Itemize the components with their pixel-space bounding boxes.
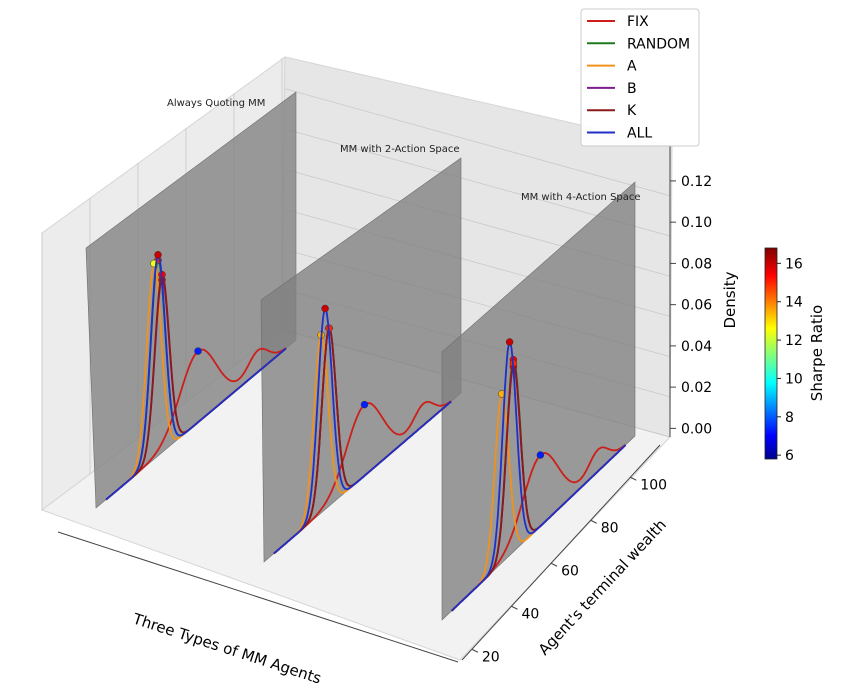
y-tick-label: 100	[640, 477, 667, 493]
peak-marker-fix-panel-2	[360, 400, 369, 409]
legend-label-k: K	[627, 103, 637, 119]
z-ticks: 0.00 0.02 0.04 0.06 0.08 0.10 0.12	[670, 174, 712, 437]
peak-marker-fix-panel-3	[536, 451, 545, 459]
colorbar-gradient	[764, 247, 778, 460]
z-tick-label: 0.00	[681, 421, 712, 437]
y-tick-label: 20	[482, 649, 500, 665]
z-tick-label: 0.10	[681, 215, 712, 231]
y-tick	[511, 605, 518, 610]
colorbar-ticks: 6 8 10 12 14 16	[777, 256, 803, 464]
panel-label-1: Always Quoting MM	[167, 98, 265, 109]
legend-label-fix: FIX	[627, 14, 649, 30]
z-tick-label: 0.12	[681, 174, 712, 190]
colorbar-tick-label: 6	[785, 448, 794, 464]
peak-marker-all-panel-2	[321, 304, 329, 313]
y-tick-label: 80	[601, 520, 619, 536]
z-tick-label: 0.04	[681, 339, 712, 355]
y-tick	[550, 562, 558, 567]
colorbar-tick-label: 12	[785, 333, 803, 349]
z-tick-label: 0.02	[681, 380, 712, 396]
series-line-all-panel-1	[105, 253, 287, 501]
legend-label-b: B	[627, 81, 637, 97]
x-axis-line	[57, 531, 459, 663]
panel-label-2: MM with 2-Action Space	[340, 144, 460, 155]
z-axis-title: Density	[721, 271, 739, 328]
series-line-all-panel-2	[273, 306, 452, 555]
y-tick	[630, 476, 637, 481]
peak-marker-all-panel-1	[154, 251, 162, 259]
y-axis-line	[461, 444, 661, 661]
legend-label-random: RANDOM	[627, 36, 690, 52]
peak-marker-fix-panel-1	[194, 347, 202, 355]
x-axis-title: Three Types of MM Agents	[130, 609, 324, 687]
panel-labels: Always Quoting MM MM with 2-Action Space…	[167, 98, 641, 203]
y-tick	[471, 648, 479, 653]
grid-line	[284, 88, 671, 197]
z-tick-label: 0.06	[681, 298, 712, 314]
series-layer	[105, 251, 627, 612]
y-tick-label: 60	[561, 563, 579, 579]
z-tick-label: 0.08	[681, 256, 712, 272]
y-tick-label: 40	[522, 606, 540, 622]
y-ticks: 20 40 60 80 100	[471, 476, 667, 665]
panel-label-3: MM with 4-Action Space	[521, 192, 641, 203]
legend-label-all: ALL	[627, 126, 652, 142]
legend: FIX RANDOM ABK ALL	[580, 8, 700, 147]
colorbar-label: Sharpe Ratio	[808, 305, 826, 401]
colorbar-tick-label: 16	[785, 256, 803, 272]
series-line-all-panel-3	[450, 340, 627, 612]
colorbar: Sharpe Ratio	[764, 247, 826, 460]
peak-marker-all-panel-3	[505, 338, 514, 346]
colorbar-tick-label: 10	[785, 371, 803, 387]
y-tick	[590, 519, 597, 524]
colorbar-tick-label: 8	[785, 410, 794, 426]
axes	[57, 146, 671, 663]
legend-label-a: A	[627, 59, 637, 75]
colorbar-tick-label: 14	[785, 295, 803, 311]
